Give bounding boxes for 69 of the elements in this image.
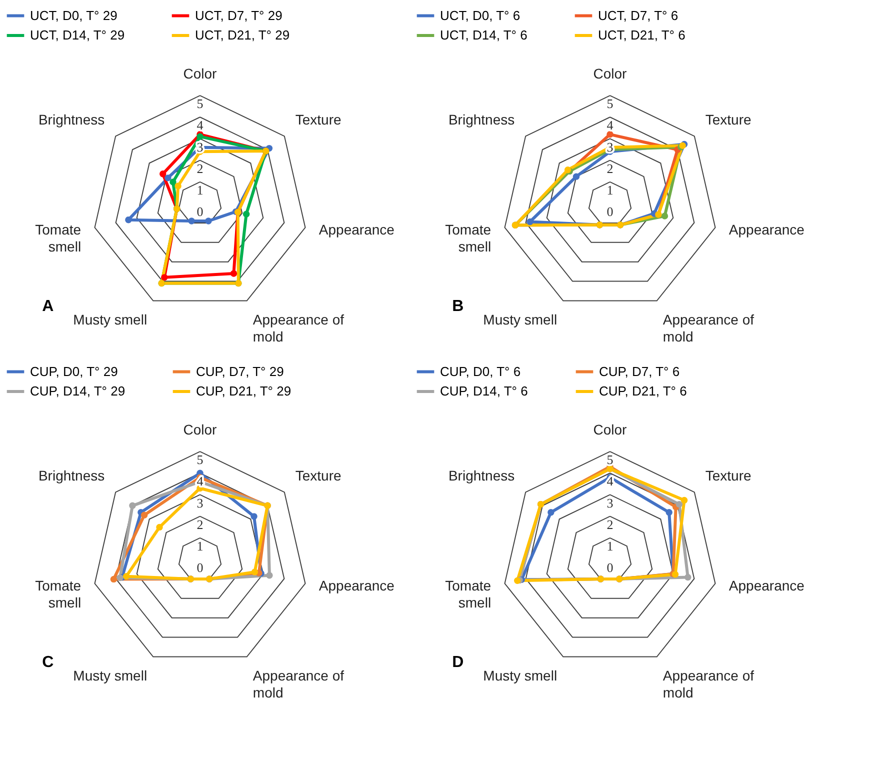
spoke-label: Tomate smell	[445, 222, 492, 255]
spoke-label: Appearance of mold	[252, 311, 344, 344]
y-tick-label: 4	[606, 118, 614, 133]
spoke-label: Texture	[705, 467, 752, 484]
legend-label: CUP, D0, T° 6	[440, 364, 521, 379]
spoke-label: Appearance	[728, 222, 805, 238]
y-tick-label: 2	[606, 160, 614, 176]
spoke-label: Brightness	[38, 467, 105, 484]
y-tick-label: 0	[196, 204, 204, 220]
legend-label: CUP, D21, T° 6	[599, 384, 687, 398]
y-tick-label: 1	[606, 538, 614, 554]
legend-label: CUP, D0, T° 29	[30, 364, 118, 379]
legend-label: CUP, D7, T° 29	[196, 364, 284, 379]
spoke-label: Color	[593, 66, 628, 82]
legend-label: UCT, D21, T° 29	[195, 28, 290, 42]
y-tick-label: 4	[196, 474, 204, 489]
y-tick-label: 0	[606, 204, 614, 220]
legend-label: UCT, D14, T° 29	[30, 28, 125, 42]
spoke-label: Brightness	[448, 467, 515, 484]
y-tick-label: 3	[606, 495, 614, 510]
text: B	[452, 298, 464, 316]
spoke-label: Musty smell	[73, 667, 148, 684]
y-tick-label: 5	[606, 452, 614, 468]
legend-label: CUP, D14, T° 29	[30, 384, 126, 398]
legend-label: UCT, D0, T° 29	[30, 8, 118, 23]
y-tick-label: 2	[196, 160, 204, 176]
legend-label: UCT, D7, T° 6	[598, 8, 678, 23]
spoke-label: Tomate smell	[35, 222, 82, 255]
y-tick-label: 4	[196, 118, 204, 133]
spoke-label: Texture	[705, 111, 752, 128]
y-tick-label: 5	[196, 96, 204, 112]
spoke-label: Color	[183, 66, 218, 82]
spoke-label: Tomate smell	[445, 578, 492, 611]
y-tick-label: 5	[196, 452, 204, 468]
spoke-label: Appearance	[318, 222, 395, 238]
spoke-label: Color	[593, 422, 628, 438]
y-tick-label: 1	[606, 182, 614, 198]
legend-label: UCT, D7, T° 29	[195, 8, 282, 23]
legend-label: CUP, D14, T° 6	[440, 384, 528, 398]
y-tick-label: 1	[196, 538, 204, 554]
legend-label: UCT, D14, T° 6	[440, 28, 528, 42]
spoke-label: Appearance of mold	[662, 311, 754, 344]
y-tick-label: 0	[196, 560, 204, 576]
y-tick-label: 0	[606, 560, 614, 576]
text: C	[42, 654, 54, 672]
spoke-label: Texture	[295, 467, 342, 484]
spoke-label: Musty smell	[73, 311, 148, 328]
spoke-label: Texture	[295, 111, 342, 128]
spoke-label: Appearance	[318, 578, 395, 594]
y-tick-label: 5	[606, 96, 614, 112]
legend-label: CUP, D21, T° 29	[196, 384, 292, 398]
y-tick-label: 2	[196, 516, 204, 532]
legend-label: UCT, D21, T° 6	[598, 28, 686, 42]
spoke-label: Brightness	[448, 111, 515, 128]
spoke-label: Musty smell	[483, 311, 558, 328]
text: A	[42, 298, 54, 316]
text: D	[452, 654, 464, 672]
legend-label: UCT, D0, T° 6	[440, 8, 520, 23]
spoke-label: Appearance of mold	[662, 667, 754, 700]
spoke-label: Tomate smell	[35, 578, 82, 611]
y-tick-label: 2	[606, 516, 614, 532]
legend-label: CUP, D7, T° 6	[599, 364, 680, 379]
y-tick-label: 1	[196, 182, 204, 198]
spoke-label: Brightness	[38, 111, 105, 128]
spoke-label: Color	[183, 422, 218, 438]
spoke-label: Appearance of mold	[252, 667, 344, 700]
spoke-label: Musty smell	[483, 667, 558, 684]
spoke-label: Appearance	[728, 578, 805, 594]
y-tick-label: 3	[196, 495, 204, 510]
